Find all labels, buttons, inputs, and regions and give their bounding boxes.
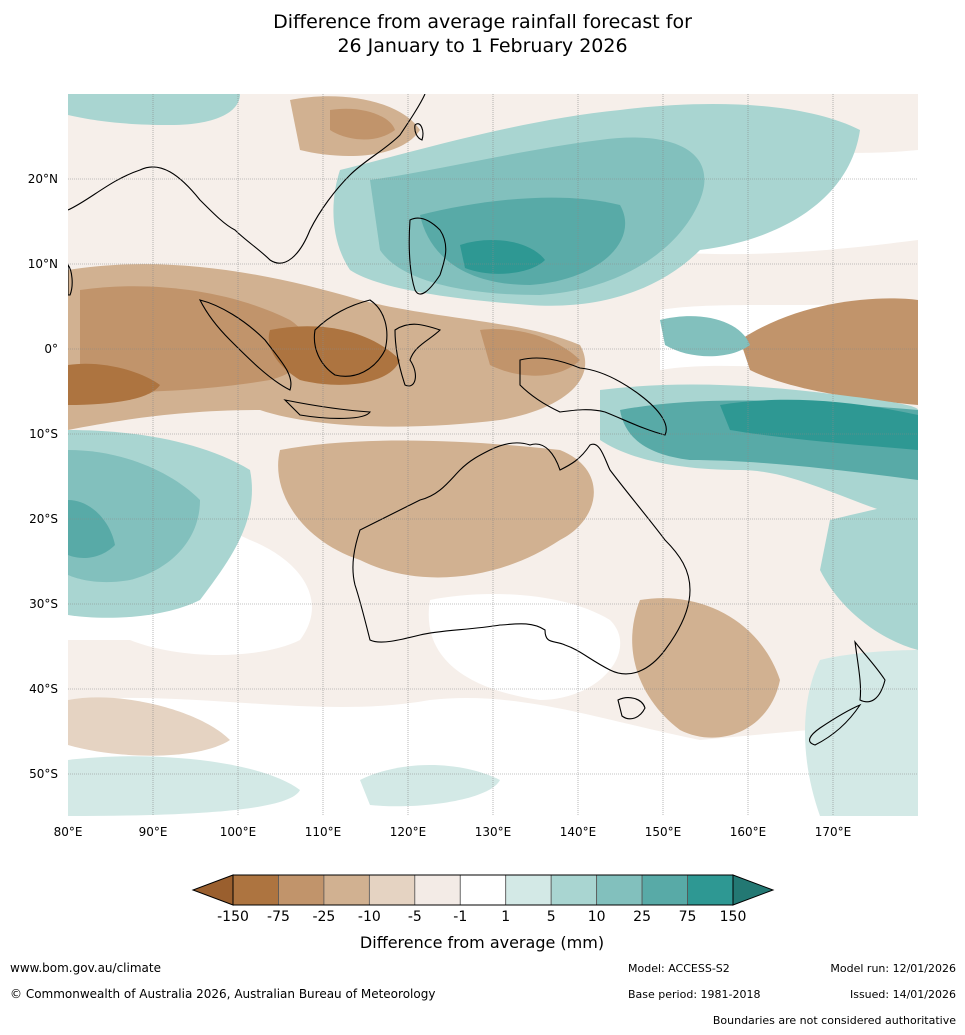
colorbar-tick-label: 25 [633, 909, 651, 925]
taiwan-coastline [414, 123, 424, 141]
wet-region [68, 500, 115, 558]
website-link[interactable]: www.bom.gov.au/climate [10, 961, 161, 975]
colorbar [191, 874, 775, 906]
longitude-tick-label: 110°E [305, 825, 342, 839]
latitude-tick-label: 0° [44, 342, 58, 356]
latitude-tick-label: 10°N [28, 257, 58, 271]
colorbar-tick-label: -1 [453, 909, 467, 925]
map-title: Difference from average rainfall forecas… [0, 10, 965, 58]
colorbar-swatch [459, 874, 507, 906]
new-zealand-north-coastline [854, 640, 886, 703]
latitude-tick-label: 20°N [28, 172, 58, 186]
dry-region [330, 108, 395, 140]
base-period: Base period: 1981-2018 [628, 988, 761, 1001]
longitude-tick-label: 170°E [815, 825, 852, 839]
dry-region [632, 598, 780, 738]
latitude-tick-label: 20°S [29, 512, 58, 526]
sri-lanka-coastline [68, 264, 73, 296]
colorbar-tick-label: 5 [547, 909, 556, 925]
dry-region [480, 329, 580, 376]
longitude-tick-label: 130°E [475, 825, 512, 839]
australia-coastline [352, 442, 691, 675]
dry-region [68, 697, 230, 756]
copyright-text: © Commonwealth of Australia 2026, Austra… [10, 987, 436, 1001]
colorbar-swatch [687, 874, 734, 906]
colorbar-swatch [414, 874, 461, 906]
colorbar-extend-high [732, 874, 775, 906]
dry-region [80, 286, 308, 392]
sulawesi-coastline [394, 323, 442, 387]
colorbar-tick-label: -75 [267, 909, 290, 925]
latitude-tick-label: 40°S [29, 682, 58, 696]
issued-date: Issued: 14/01/2026 [849, 988, 956, 1001]
very-wet-region [460, 240, 545, 274]
colorbar-swatch [505, 874, 552, 906]
model-run-date: Model run: 12/01/2026 [830, 962, 956, 975]
tasmania-coastline [617, 697, 646, 720]
latitude-labels: 20°N 10°N 0° 10°S 20°S 30°S 40°S 50°S [28, 172, 58, 781]
latitude-tick-label: 50°S [29, 767, 58, 781]
sumatra-coastline [198, 299, 292, 391]
colorbar-tick-label: -5 [408, 909, 422, 925]
dry-region [278, 440, 594, 578]
new-zealand-south-coastline [809, 703, 862, 746]
colorbar-swatch [596, 874, 643, 906]
latitude-tick-label: 30°S [29, 597, 58, 611]
borneo-coastline [313, 299, 388, 377]
longitude-tick-label: 160°E [730, 825, 767, 839]
boundaries-disclaimer: Boundaries are not considered authoritat… [712, 1014, 956, 1027]
colorbar-tick-label: 10 [588, 909, 606, 925]
colorbar-outline [232, 874, 734, 906]
java-coastline [283, 399, 371, 419]
colorbar-tick-label: 1 [501, 909, 510, 925]
wet-region [820, 500, 918, 650]
asia-coastline [68, 94, 426, 264]
rainfall-anomaly-field [68, 94, 918, 816]
near-average-region [428, 594, 621, 700]
colorbar-tick-label: -10 [358, 909, 381, 925]
very-dry-region [68, 363, 160, 405]
longitude-labels: 80°E 90°E 100°E 110°E 120°E 130°E 140°E 150°E 16… [54, 825, 852, 839]
coastlines [68, 94, 886, 746]
wet-region [805, 650, 918, 816]
colorbar-tick-label: 150 [720, 909, 747, 925]
colorbar-swatch [641, 874, 688, 906]
title-line-1: Difference from average rainfall forecas… [273, 11, 692, 33]
longitude-tick-label: 90°E [139, 825, 168, 839]
colorbar-extend-low [191, 874, 234, 906]
philippines-coastline [408, 217, 447, 295]
latitude-tick-label: 10°S [29, 427, 58, 441]
longitude-tick-label: 80°E [54, 825, 83, 839]
colorbar-swatch [278, 874, 325, 906]
longitude-tick-label: 120°E [390, 825, 427, 839]
colorbar-swatch [368, 874, 416, 906]
colorbar-title: Difference from average (mm) [360, 933, 604, 952]
model-name: Model: ACCESS-S2 [628, 962, 730, 975]
longitude-tick-label: 140°E [560, 825, 597, 839]
wet-region [360, 765, 500, 807]
colorbar-swatch [550, 874, 598, 906]
longitude-tick-label: 100°E [220, 825, 257, 839]
colorbar-tick-label: -150 [217, 909, 249, 925]
graticule [68, 94, 918, 816]
very-wet-region [720, 399, 918, 450]
wet-region [68, 94, 240, 125]
colorbar-tick-label: -25 [312, 909, 335, 925]
new-guinea-coastline [519, 357, 667, 436]
wet-region [68, 756, 300, 816]
longitude-tick-label: 150°E [645, 825, 682, 839]
colorbar-swatch [232, 874, 279, 906]
colorbar-swatch [323, 874, 370, 906]
colorbar-tick-label: 75 [679, 909, 697, 925]
title-line-2: 26 January to 1 February 2026 [337, 35, 628, 57]
wet-region [660, 316, 750, 357]
dry-region [740, 298, 918, 405]
colorbar-tick-labels: -150 -75 -25 -10 -5 -1 1 5 10 25 75 150 [217, 909, 746, 925]
